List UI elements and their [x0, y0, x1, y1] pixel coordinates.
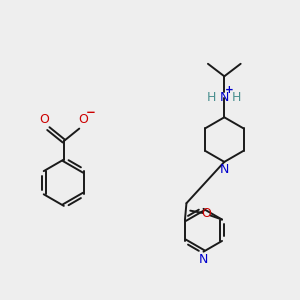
Text: N: N — [220, 164, 229, 176]
Text: +: + — [225, 85, 234, 95]
Text: −: − — [85, 106, 95, 119]
Text: O: O — [202, 207, 212, 220]
Text: N: N — [199, 253, 208, 266]
Text: H: H — [232, 91, 242, 103]
Text: H: H — [207, 91, 217, 103]
Text: N: N — [220, 91, 229, 103]
Text: O: O — [40, 112, 50, 126]
Text: O: O — [78, 112, 88, 126]
